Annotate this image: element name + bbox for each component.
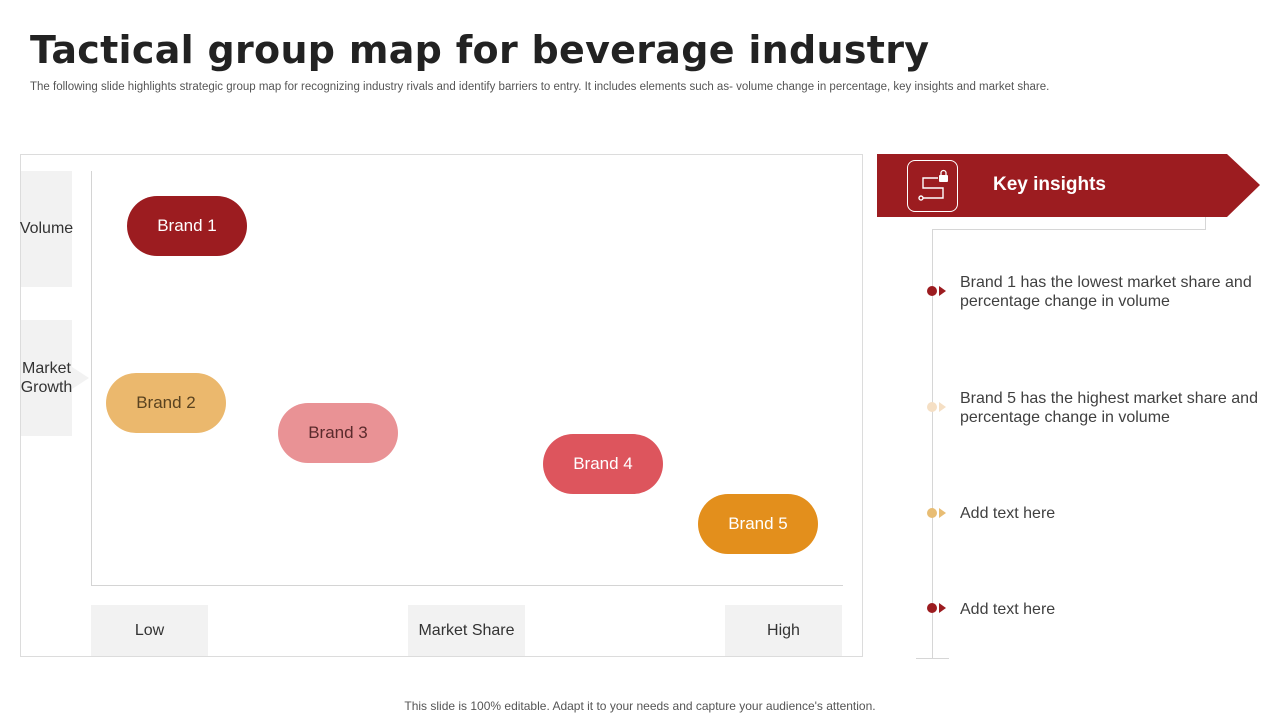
insight-4-marker-arrow bbox=[939, 603, 946, 613]
insights-timeline-cap bbox=[916, 658, 949, 659]
x-axis-line bbox=[91, 585, 843, 586]
brand-1-pill: Brand 1 bbox=[127, 196, 247, 256]
slide-subtitle: The following slide highlights strategic… bbox=[30, 81, 1050, 93]
insights-header-underline bbox=[932, 229, 1206, 230]
x-axis-label-high: High bbox=[725, 605, 842, 656]
brand-2-pill: Brand 2 bbox=[106, 373, 226, 433]
y-axis-line bbox=[91, 171, 92, 585]
key-insights-header bbox=[877, 154, 1260, 217]
insight-3-text: Add text here bbox=[960, 505, 1056, 522]
insight-2-marker-arrow bbox=[939, 402, 946, 412]
circuit-lock-icon bbox=[907, 160, 958, 212]
insight-1-text: Brand 1 has the lowest market share and … bbox=[960, 274, 1252, 310]
y-axis-label-volume: Volume bbox=[20, 171, 73, 287]
slide-footer: This slide is 100% editable. Adapt it to… bbox=[404, 699, 876, 713]
insight-1-marker-arrow bbox=[939, 286, 946, 296]
insight-3-marker-arrow bbox=[939, 508, 946, 518]
insights-header-tick bbox=[1205, 217, 1206, 230]
brand-4-pill: Brand 4 bbox=[543, 434, 663, 494]
x-axis-label-market-share: Market Share bbox=[408, 605, 525, 656]
y-axis-label-market-growth: Market Growth bbox=[21, 320, 89, 436]
brand-5-pill: Brand 5 bbox=[698, 494, 818, 554]
key-insights-title: Key insights bbox=[993, 174, 1106, 195]
insights-timeline bbox=[932, 229, 933, 659]
insight-3-marker-dot bbox=[927, 508, 937, 518]
insight-2-text: Brand 5 has the highest market share and… bbox=[960, 390, 1258, 426]
brand-3-pill: Brand 3 bbox=[278, 403, 398, 463]
x-axis-label-low: Low bbox=[91, 605, 208, 656]
slide-title: Tactical group map for beverage industry bbox=[30, 28, 930, 72]
strategic-map-frame bbox=[20, 154, 863, 657]
insight-1-marker-dot bbox=[927, 286, 937, 296]
insight-4-marker-dot bbox=[927, 603, 937, 613]
insight-2-marker-dot bbox=[927, 402, 937, 412]
insight-4-text: Add text here bbox=[960, 601, 1056, 618]
